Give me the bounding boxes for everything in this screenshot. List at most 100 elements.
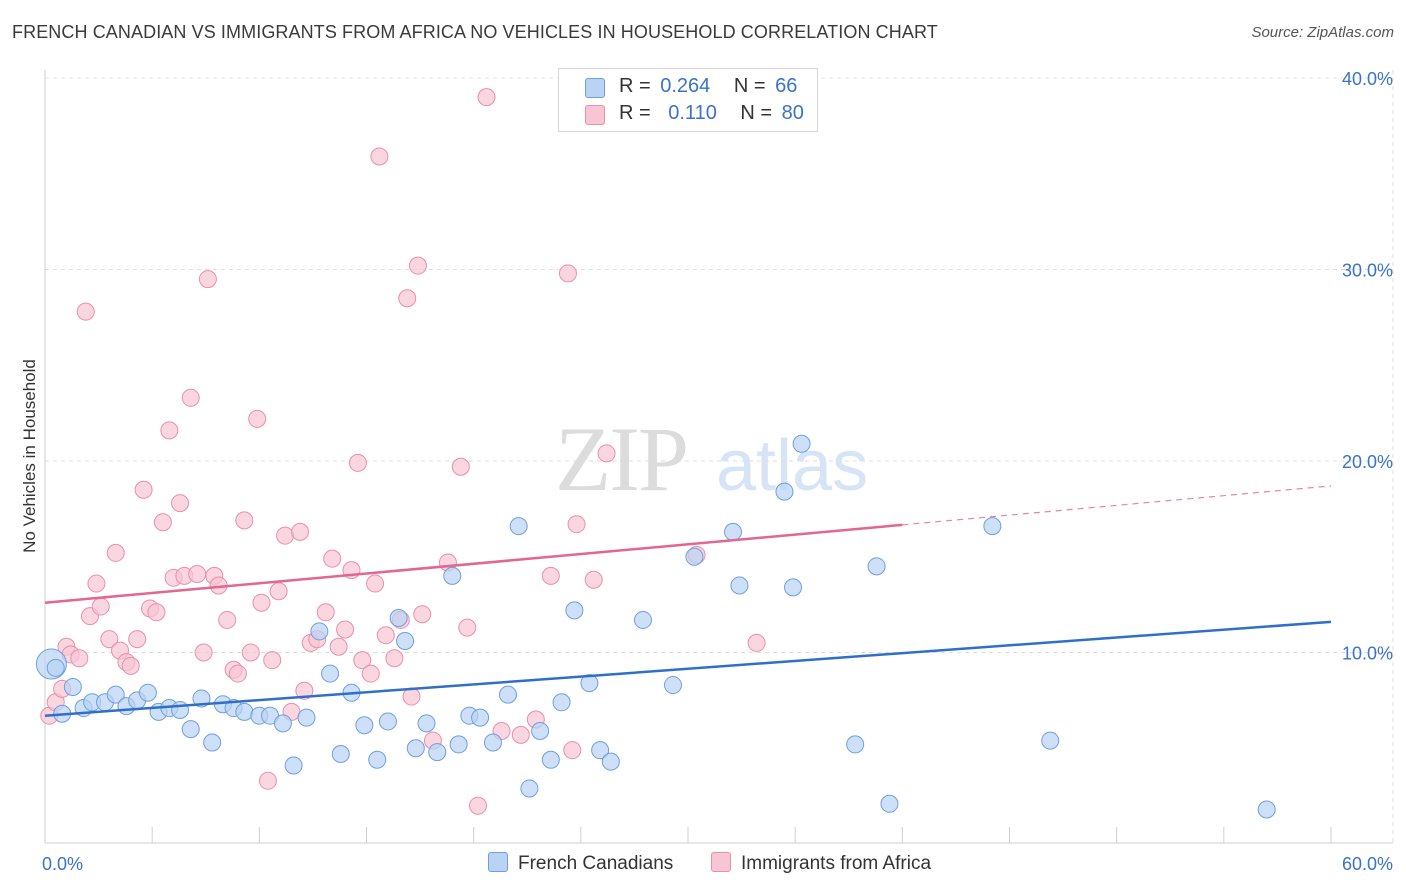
chart-title: FRENCH CANADIAN VS IMMIGRANTS FROM AFRIC…	[12, 22, 938, 42]
point-immigrants-from-africa	[241, 643, 260, 662]
point-immigrants-from-africa	[269, 582, 288, 601]
point-french-canadians	[396, 632, 415, 651]
point-immigrants-from-africa	[370, 147, 389, 166]
point-french-canadians	[580, 674, 599, 693]
point-french-canadians	[867, 557, 886, 576]
point-french-canadians	[106, 685, 125, 704]
point-immigrants-from-africa	[181, 388, 200, 407]
point-immigrants-from-africa	[468, 796, 487, 815]
point-immigrants-from-africa	[567, 515, 586, 534]
point-french-canadians	[203, 733, 222, 752]
point-french-canadians	[724, 522, 743, 541]
point-french-canadians	[541, 750, 560, 769]
n-value: 80	[781, 102, 804, 124]
point-immigrants-from-africa	[323, 549, 342, 568]
point-french-canadians	[552, 693, 571, 712]
point-immigrants-from-africa	[252, 593, 271, 612]
point-immigrants-from-africa	[329, 637, 348, 656]
point-immigrants-from-africa	[248, 409, 267, 428]
watermark-zip: ZIP	[555, 408, 687, 510]
point-immigrants-from-africa	[258, 771, 277, 790]
pink-swatch	[711, 852, 731, 872]
point-immigrants-from-africa	[106, 543, 125, 562]
point-french-canadians	[321, 664, 340, 683]
point-immigrants-from-africa	[121, 656, 140, 675]
point-french-canadians	[284, 756, 303, 775]
y-tick-label: 10.0%	[1342, 644, 1393, 664]
point-immigrants-from-africa	[276, 526, 295, 545]
point-immigrants-from-africa	[348, 453, 367, 472]
point-french-canadians	[983, 517, 1002, 536]
point-immigrants-from-africa	[398, 289, 417, 308]
point-french-canadians	[509, 517, 528, 536]
trend-line-french-canadians	[44, 620, 1332, 717]
point-immigrants-from-africa	[76, 302, 95, 321]
point-immigrants-from-africa	[413, 605, 432, 624]
trend-lines	[44, 485, 1332, 717]
point-french-canadians	[46, 658, 65, 677]
point-immigrants-from-africa	[408, 256, 427, 275]
point-french-canadians	[633, 610, 652, 629]
point-immigrants-from-africa	[366, 574, 385, 593]
point-immigrants-from-africa	[316, 603, 335, 622]
point-french-canadians	[171, 700, 190, 719]
point-immigrants-from-africa	[295, 681, 314, 700]
pink-swatch	[585, 105, 605, 125]
point-immigrants-from-africa	[218, 610, 237, 629]
point-french-canadians	[368, 750, 387, 769]
point-immigrants-from-africa	[87, 574, 106, 593]
y-axis-label: No Vehicles in Household	[20, 359, 39, 553]
point-immigrants-from-africa	[91, 597, 110, 616]
point-immigrants-from-africa	[584, 570, 603, 589]
point-french-canadians	[730, 576, 749, 595]
point-immigrants-from-africa	[558, 264, 577, 283]
n-value: 66	[775, 75, 798, 97]
y-tick-label: 40.0%	[1342, 69, 1393, 89]
r-value: 0.110	[668, 102, 717, 124]
point-immigrants-from-africa	[597, 444, 616, 463]
point-immigrants-from-africa	[451, 457, 470, 476]
series-name: French Canadians	[518, 853, 674, 874]
point-immigrants-from-africa	[194, 643, 213, 662]
point-french-canadians	[471, 708, 490, 727]
point-french-canadians	[443, 566, 462, 585]
point-french-canadians	[846, 735, 865, 754]
trend-line-immigrants-from-africa-extension	[902, 485, 1332, 526]
point-french-canadians	[1257, 800, 1276, 819]
point-immigrants-from-africa	[171, 494, 190, 513]
point-immigrants-from-africa	[134, 480, 153, 499]
trend-line-immigrants-from-africa	[44, 523, 903, 604]
point-french-canadians	[531, 722, 550, 741]
n-label: N =	[733, 75, 766, 97]
blue-swatch	[488, 852, 508, 872]
point-french-canadians	[406, 739, 425, 758]
point-french-canadians	[565, 601, 584, 620]
point-french-canadians	[138, 683, 157, 702]
n-label: N =	[740, 102, 773, 124]
point-immigrants-from-africa	[747, 633, 766, 652]
correlation-legend: R = 0.264 N = 66 R = 0.110 N = 80	[558, 68, 818, 132]
point-french-canadians	[449, 735, 468, 754]
series-name: Immigrants from Africa	[741, 853, 932, 874]
point-immigrants-from-africa	[100, 630, 119, 649]
point-french-canadians	[181, 720, 200, 739]
point-french-canadians	[192, 689, 211, 708]
point-french-canadians	[378, 712, 397, 731]
blue-swatch	[585, 78, 605, 98]
x-tick-label: 60.0%	[1342, 854, 1393, 874]
point-immigrants-from-africa	[458, 618, 477, 637]
point-immigrants-from-africa	[336, 620, 355, 639]
point-french-canadians	[685, 547, 704, 566]
point-french-canadians	[775, 482, 794, 501]
y-tick-label: 30.0%	[1342, 261, 1393, 281]
point-immigrants-from-africa	[70, 649, 89, 668]
point-french-canadians	[355, 716, 374, 735]
point-immigrants-from-africa	[563, 741, 582, 760]
point-immigrants-from-africa	[160, 421, 179, 440]
x-tick-label: 0.0%	[42, 854, 83, 874]
point-immigrants-from-africa	[541, 566, 560, 585]
point-french-canadians	[63, 677, 82, 696]
point-immigrants-from-africa	[511, 725, 530, 744]
r-value: 0.264	[660, 75, 711, 97]
